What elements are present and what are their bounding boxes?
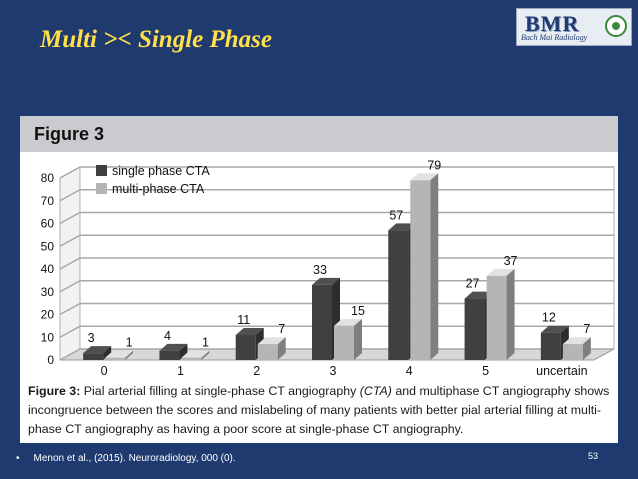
bar-side xyxy=(179,343,188,360)
bar-top xyxy=(562,337,591,345)
bar xyxy=(388,230,409,360)
bar-top xyxy=(105,350,134,358)
data-label: 57 xyxy=(389,208,403,222)
caption-text-1: Pial arterial filling at single-phase CT… xyxy=(83,384,357,398)
legend-label: multi-phase CTA xyxy=(112,182,205,196)
data-label: 27 xyxy=(466,277,480,291)
data-label: 79 xyxy=(427,158,441,172)
bar-top xyxy=(540,325,569,333)
bar-top xyxy=(312,277,340,285)
bar-top xyxy=(181,350,210,358)
bar xyxy=(540,332,561,360)
caption-text-2: and multiphase CT angiography shows inco… xyxy=(28,384,610,436)
figure-caption: Figure 3: Pial arterial filling at singl… xyxy=(28,382,614,439)
y-tick-label: 50 xyxy=(41,239,55,253)
slide-title: Multi >< Single Phase xyxy=(40,26,273,53)
bar xyxy=(83,353,104,360)
y-tick-label: 60 xyxy=(41,217,55,231)
y-tick-label: 70 xyxy=(41,194,55,208)
bar-side xyxy=(125,350,134,360)
x-tick-label: 0 xyxy=(101,364,108,378)
data-label: 11 xyxy=(237,313,250,327)
y-tick-label: 80 xyxy=(41,171,55,185)
bar-top xyxy=(464,291,493,299)
data-label: 3 xyxy=(88,331,95,345)
y-tick-label: 10 xyxy=(41,330,55,344)
x-tick-label: uncertain xyxy=(536,364,587,378)
x-tick-label: 1 xyxy=(177,364,184,378)
logo-name: Bach Mai Radiology xyxy=(521,33,588,42)
data-label: 1 xyxy=(202,336,209,350)
data-label: 1 xyxy=(126,336,133,350)
footer-reference-text: Menon et al., (2015). Neuroradiology, 00… xyxy=(33,453,236,464)
caption-label: Figure 3: xyxy=(28,384,81,398)
y-tick-label: 0 xyxy=(47,353,54,367)
bar-side xyxy=(201,350,210,360)
x-tick-label: 2 xyxy=(253,364,260,378)
caption-italic: (CTA) xyxy=(359,384,392,398)
footer-bullet: • xyxy=(16,453,20,464)
legend-swatch xyxy=(96,165,107,176)
bar xyxy=(312,284,332,360)
bar-side xyxy=(430,173,439,360)
y-tick-label: 30 xyxy=(41,285,55,299)
bar-side xyxy=(582,337,591,360)
bar-top xyxy=(334,318,362,326)
bar-top xyxy=(83,346,112,354)
bar-side xyxy=(506,268,515,360)
x-tick-label: 5 xyxy=(482,364,489,378)
bar xyxy=(410,180,431,360)
data-label: 7 xyxy=(583,322,590,336)
legend-swatch xyxy=(96,183,107,194)
x-tick-label: 4 xyxy=(406,364,413,378)
bar xyxy=(486,275,507,360)
data-label: 4 xyxy=(164,329,171,343)
data-label: 15 xyxy=(351,304,365,318)
bar-top xyxy=(388,223,417,231)
data-label: 7 xyxy=(278,322,285,336)
bar xyxy=(562,344,583,360)
bar-top xyxy=(235,327,264,335)
data-label: 33 xyxy=(313,263,327,277)
bar-side xyxy=(103,346,112,360)
bmr-logo: BMR Bach Mai Radiology xyxy=(516,8,632,46)
x-tick-label: 3 xyxy=(330,364,337,378)
footer-reference: • Menon et al., (2015). Neuroradiology, 0… xyxy=(16,453,236,464)
bar-top xyxy=(486,268,515,276)
bar-top xyxy=(410,173,439,181)
bar xyxy=(159,350,180,360)
figure-header-label: Figure 3 xyxy=(34,124,105,144)
figure-panel: Figure 3 0 10 20 30 40 50 60 70 80 3 1 0 4 1 1 11 7 2 33 15… xyxy=(20,116,618,443)
seal-icon xyxy=(605,15,627,37)
bar xyxy=(235,334,256,360)
bar-side xyxy=(354,318,362,360)
gridline xyxy=(59,166,614,179)
bar xyxy=(257,344,278,360)
page-number: 53 xyxy=(588,451,599,461)
bar-top xyxy=(257,337,286,345)
bar xyxy=(105,357,126,360)
bar xyxy=(464,298,485,360)
legend-label: single phase CTA xyxy=(112,164,210,178)
logo-letters: BMR xyxy=(525,11,580,36)
y-tick-label: 20 xyxy=(41,308,55,322)
bar-side xyxy=(277,337,286,360)
figure-header: Figure 3 xyxy=(20,116,618,152)
data-label: 37 xyxy=(504,254,518,268)
y-tick-label: 40 xyxy=(41,262,55,276)
bar-top xyxy=(159,343,188,351)
data-label: 12 xyxy=(542,311,556,325)
bar xyxy=(334,325,354,360)
bar xyxy=(181,357,202,360)
